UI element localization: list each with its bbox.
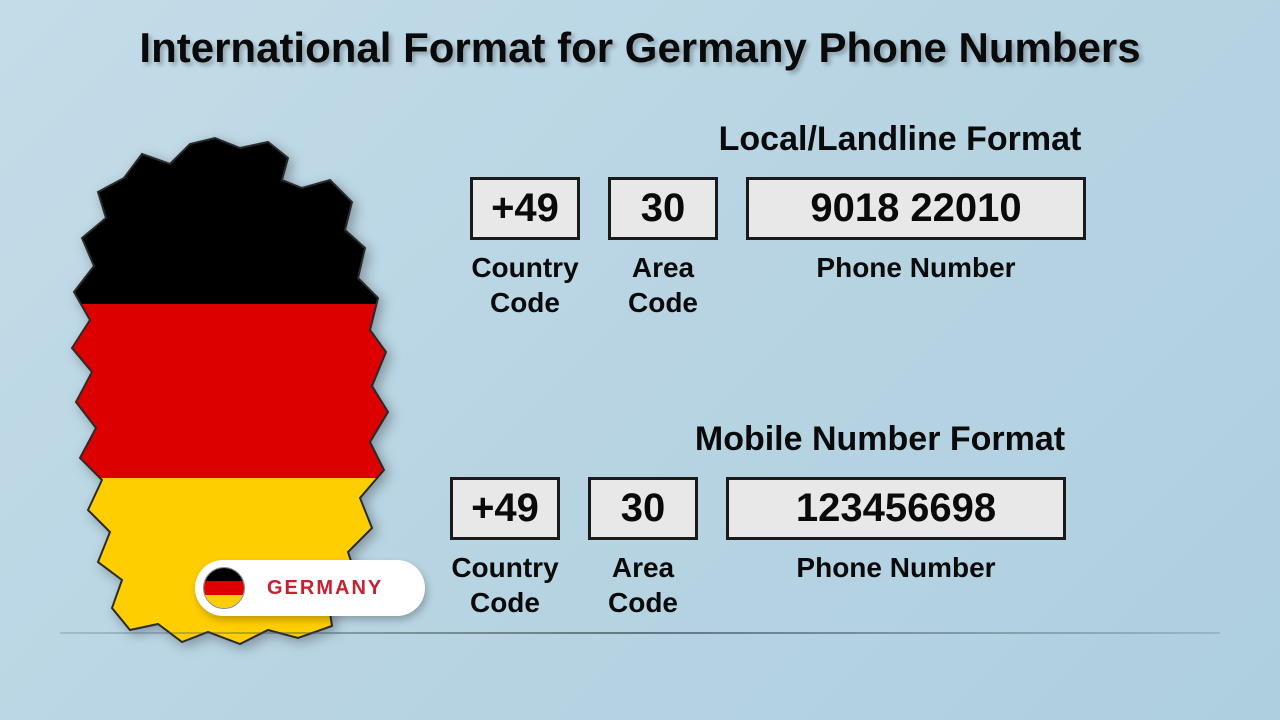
mobile-format-block: Mobile Number Format +49 Country Code 30… bbox=[450, 420, 1250, 620]
mobile-area-code-box: 30 bbox=[588, 477, 698, 540]
mobile-country-code-group: +49 Country Code bbox=[450, 477, 560, 620]
landline-country-code-box: +49 bbox=[470, 177, 580, 240]
landline-area-code-label: Area Code bbox=[628, 250, 698, 320]
mobile-boxes-row: +49 Country Code 30 Area Code 123456698 … bbox=[450, 477, 1250, 620]
mobile-heading: Mobile Number Format bbox=[450, 420, 1250, 459]
mobile-country-code-box: +49 bbox=[450, 477, 560, 540]
divider-line bbox=[60, 632, 1220, 634]
flag-stripe-black bbox=[204, 568, 244, 581]
landline-country-code-label: Country Code bbox=[471, 250, 578, 320]
landline-area-code-box: 30 bbox=[608, 177, 718, 240]
landline-heading: Local/Landline Format bbox=[470, 120, 1250, 159]
flag-stripe-red bbox=[204, 581, 244, 594]
country-name-label: GERMANY bbox=[267, 577, 383, 600]
mobile-phone-number-label: Phone Number bbox=[796, 550, 995, 585]
page-title: International Format for Germany Phone N… bbox=[139, 24, 1140, 72]
landline-area-code-group: 30 Area Code bbox=[608, 177, 718, 320]
country-pill: GERMANY bbox=[195, 560, 425, 616]
landline-boxes-row: +49 Country Code 30 Area Code 9018 22010… bbox=[470, 177, 1250, 320]
mobile-area-code-label: Area Code bbox=[608, 550, 678, 620]
flag-stripe-gold bbox=[204, 595, 244, 608]
landline-phone-number-label: Phone Number bbox=[816, 250, 1015, 285]
landline-country-code-group: +49 Country Code bbox=[470, 177, 580, 320]
mobile-area-code-group: 30 Area Code bbox=[588, 477, 698, 620]
mobile-phone-number-box: 123456698 bbox=[726, 477, 1066, 540]
landline-format-block: Local/Landline Format +49 Country Code 3… bbox=[470, 120, 1250, 320]
flag-circle-icon bbox=[203, 567, 245, 609]
landline-phone-number-box: 9018 22010 bbox=[746, 177, 1086, 240]
mobile-phone-number-group: 123456698 Phone Number bbox=[726, 477, 1066, 585]
landline-phone-number-group: 9018 22010 Phone Number bbox=[746, 177, 1086, 285]
mobile-country-code-label: Country Code bbox=[451, 550, 558, 620]
